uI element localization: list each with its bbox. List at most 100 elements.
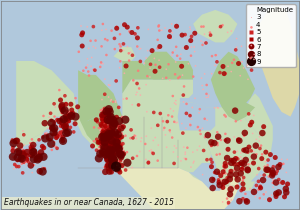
Point: [110, 148, 115, 151]
Point: [109, 163, 113, 167]
Point: [114, 133, 118, 137]
Point: [135, 82, 140, 85]
Point: [101, 139, 106, 142]
Point: [98, 122, 103, 125]
Point: [71, 130, 76, 134]
Point: [58, 132, 63, 135]
Point: [222, 165, 227, 168]
Point: [117, 119, 122, 123]
Point: [146, 159, 151, 163]
Point: [120, 115, 124, 119]
Point: [284, 171, 289, 174]
Point: [113, 123, 118, 126]
Point: [92, 126, 97, 129]
Point: [184, 112, 189, 115]
Point: [101, 165, 106, 169]
Point: [98, 112, 103, 115]
Point: [48, 138, 52, 141]
Point: [252, 53, 256, 56]
Point: [50, 134, 55, 137]
Point: [158, 112, 163, 115]
Point: [64, 125, 68, 128]
Point: [106, 142, 111, 145]
Point: [215, 106, 220, 109]
Point: [100, 113, 105, 117]
Point: [114, 122, 119, 125]
Point: [165, 120, 170, 123]
Point: [108, 150, 113, 153]
Point: [108, 99, 113, 103]
Point: [182, 157, 187, 160]
Point: [170, 94, 175, 98]
Point: [59, 111, 64, 114]
Point: [192, 50, 197, 53]
Point: [178, 53, 183, 56]
Point: [121, 125, 126, 128]
Point: [100, 112, 105, 116]
Point: [106, 161, 111, 165]
Point: [109, 141, 114, 144]
Point: [106, 144, 111, 148]
Point: [103, 142, 108, 146]
Point: [229, 70, 234, 73]
Point: [107, 146, 112, 150]
Point: [108, 154, 113, 157]
Point: [100, 98, 104, 101]
Point: [229, 29, 234, 33]
Point: [222, 168, 227, 172]
Point: [258, 174, 263, 177]
Point: [92, 139, 96, 143]
Point: [111, 128, 116, 131]
Point: [63, 124, 68, 127]
Point: [119, 127, 124, 130]
Point: [182, 85, 186, 88]
Point: [98, 65, 103, 69]
Point: [167, 129, 172, 132]
Point: [28, 145, 33, 149]
Point: [97, 157, 101, 160]
Polygon shape: [237, 93, 273, 154]
Point: [111, 118, 116, 122]
Point: [98, 138, 102, 141]
Polygon shape: [145, 52, 176, 80]
Polygon shape: [260, 163, 273, 177]
Point: [57, 88, 62, 92]
Point: [59, 106, 64, 110]
Point: [102, 136, 107, 139]
Point: [112, 126, 117, 129]
Point: [145, 75, 150, 78]
Point: [104, 158, 109, 161]
Point: [105, 147, 110, 151]
Point: [234, 37, 239, 40]
Point: [188, 114, 192, 117]
Point: [188, 25, 192, 29]
Point: [190, 151, 195, 154]
Point: [278, 194, 283, 197]
Point: [253, 195, 258, 198]
Point: [114, 141, 119, 144]
Point: [213, 54, 218, 57]
Point: [103, 163, 108, 167]
Point: [24, 160, 29, 164]
Point: [104, 109, 109, 112]
Point: [101, 134, 106, 137]
Point: [181, 93, 186, 97]
Point: [103, 145, 108, 148]
Point: [111, 145, 116, 148]
Point: [124, 150, 129, 154]
Point: [243, 192, 248, 196]
Point: [88, 65, 93, 68]
Point: [52, 119, 57, 123]
Point: [105, 39, 110, 42]
Point: [152, 111, 156, 114]
Point: [232, 58, 236, 62]
Point: [168, 131, 172, 134]
Point: [104, 131, 109, 134]
Point: [15, 139, 20, 142]
Point: [112, 138, 116, 142]
Point: [271, 171, 275, 175]
Point: [61, 135, 65, 138]
Point: [112, 162, 116, 166]
Point: [100, 135, 105, 138]
Point: [116, 154, 121, 158]
